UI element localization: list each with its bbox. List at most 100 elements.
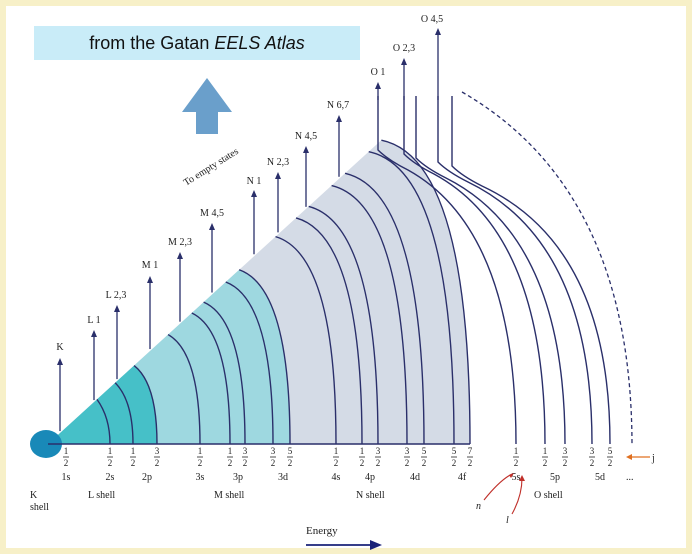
j-den-M-2: 2 [243,458,248,468]
level-arc-2 [114,382,134,445]
subshell-label-8: 4d [410,472,420,483]
shell-label-4: O shell [534,490,563,501]
level-arc-14 [368,150,455,445]
subshell-label-3: 3s [196,472,205,483]
j-symbol: j [651,453,655,464]
o-level-arc-2 [415,96,566,445]
bottom-labels: 1212123212123232521212323252527212123232… [30,446,634,513]
level-arc-12 [331,184,408,445]
level-arc-13 [344,172,425,445]
shell-label-1: L shell [88,490,115,501]
edge-label-9: N 6,7 [327,100,349,111]
level-arc-4 [167,333,201,445]
empty-states-label: To empty states [182,146,241,189]
edge-arrowhead-7 [275,172,281,179]
j-den-L-0: 2 [108,458,113,468]
j-num-M-2: 3 [243,446,248,456]
edge-label-12: O 4,5 [421,14,443,25]
j-den-N-0: 2 [334,458,339,468]
j-den-N-1: 2 [360,458,365,468]
edge-label-8: N 4,5 [295,131,317,142]
subshell-label-10: 5s [512,472,521,483]
j-den-M-1: 2 [228,458,233,468]
j-num-M-0: 1 [198,446,203,456]
j-num-K-0: 1 [64,446,69,456]
level-arc-1 [96,398,111,445]
edge-arrowhead-1 [91,330,97,337]
subshell-label-11: 5p [550,472,560,483]
n-pointer-head [509,473,514,478]
level-arc-7 [225,281,274,445]
j-den-N-2: 2 [376,458,381,468]
subshell-label-4: 3p [233,472,243,483]
j-num-N-0: 1 [334,446,339,456]
edge-arrowhead-11 [401,58,407,65]
edge-arrowhead-10 [375,82,381,89]
level-arc-3 [133,364,158,445]
shell-fills [30,140,470,458]
edge-label-1: L 1 [87,315,100,326]
j-den-L-1: 2 [131,458,136,468]
j-den-O-4: 2 [608,458,613,468]
edge-label-4: M 2,3 [168,237,192,248]
j-num-M-1: 1 [228,446,233,456]
j-num-O-3: 3 [590,446,595,456]
j-den-O-2: 2 [563,458,568,468]
edge-label-6: N 1 [247,176,262,187]
continuation-dots: ... [626,472,634,483]
j-num-O-0: 1 [514,446,519,456]
level-lines [48,91,633,447]
j-den-K-0: 2 [64,458,69,468]
shell-label-2: M shell [214,490,245,501]
l-shell-fill [48,365,157,444]
edge-label-10: O 1 [371,67,386,78]
j-num-M-4: 5 [288,446,293,456]
subshell-label-6: 4s [332,472,341,483]
edge-label-7: N 2,3 [267,157,289,168]
j-den-N-6: 2 [468,458,473,468]
j-num-O-4: 5 [608,446,613,456]
o-level-arc-3 [437,96,593,445]
j-num-N-2: 3 [376,446,381,456]
shell-label-0: K [30,490,38,501]
j-num-O-1: 1 [543,446,548,456]
level-arc-10 [295,217,363,445]
j-num-O-2: 3 [563,446,568,456]
level-arc-15 [381,139,471,445]
j-den-O-1: 2 [543,458,548,468]
j-den-N-4: 2 [422,458,427,468]
o-level-arc-4 [451,96,611,445]
edge-arrowhead-5 [209,223,215,230]
subshell-label-7: 4p [365,472,375,483]
level-arc-9 [275,235,337,445]
edge-arrowhead-3 [147,276,153,283]
k-shell-suffix: shell [30,502,49,513]
n-symbol: n [476,501,481,512]
o-level-arc-1 [403,96,546,445]
o-level-arc-0 [377,96,517,445]
edge-arrowhead-9 [336,115,342,122]
edge-arrows: K L 1 L 2,3 M 1 M 2,3 M 4,5 N 1 N 2,3 N 4,5 N 6,7… [56,14,443,432]
k-shell-blob [30,430,62,458]
j-num-L-0: 1 [108,446,113,456]
edge-arrowhead-4 [177,252,183,259]
caption-text: from the Gatan [89,32,210,53]
edge-arrowhead-8 [303,146,309,153]
j-den-M-4: 2 [288,458,293,468]
level-arc-8 [238,269,291,445]
l-symbol: l [506,515,509,526]
j-den-L-2: 2 [155,458,160,468]
subshell-label-5: 3d [278,472,288,483]
empty-states-arrow [182,78,232,134]
j-den-M-0: 2 [198,458,203,468]
j-num-N-1: 1 [360,446,365,456]
j-den-O-0: 2 [514,458,519,468]
edge-arrowhead-12 [435,28,441,35]
j-den-N-5: 2 [452,458,457,468]
caption-italic: EELS Atlas [214,32,305,53]
energy-label: Energy [306,525,338,537]
n-pointer [483,473,513,501]
j-den-O-3: 2 [590,458,595,468]
